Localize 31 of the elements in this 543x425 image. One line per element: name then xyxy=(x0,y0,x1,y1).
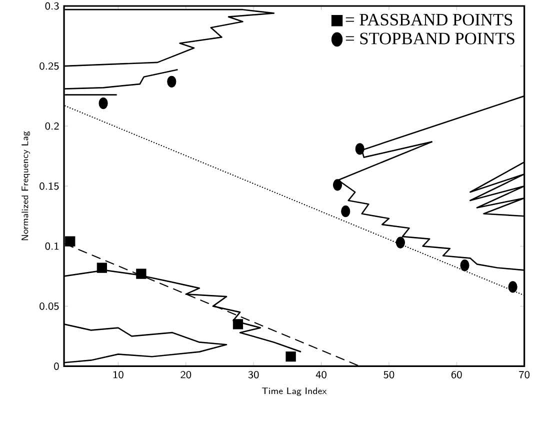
y-tick-label: 0.2 xyxy=(45,122,59,130)
point xyxy=(286,352,296,362)
y-tick-label: 0.3 xyxy=(45,2,59,10)
point xyxy=(396,236,405,248)
point xyxy=(341,206,350,218)
y-axis-title: Normalized Frequency Lag xyxy=(22,131,30,240)
point xyxy=(136,268,146,279)
x-axis-title: Time Lag Index xyxy=(262,388,327,396)
x-tick-label: 30 xyxy=(248,370,259,378)
point xyxy=(65,236,76,246)
point xyxy=(167,76,176,88)
x-tick-label: 20 xyxy=(180,370,192,378)
point xyxy=(98,97,108,110)
y-tick-label: 0.1 xyxy=(45,242,59,250)
y-tick-label: 0.25 xyxy=(40,62,59,70)
x-tick-label: 60 xyxy=(451,370,462,378)
point xyxy=(460,260,470,272)
point xyxy=(332,179,342,191)
x-tick-label: 50 xyxy=(384,370,394,378)
legend-label: = PASSBAND POINTS xyxy=(346,14,512,26)
x-tick-label: 70 xyxy=(519,370,530,378)
y-tick-label: 0 xyxy=(54,362,59,370)
point xyxy=(355,143,364,155)
point xyxy=(508,281,518,293)
x-tick-label: 40 xyxy=(316,370,326,378)
x-tick-label: 10 xyxy=(114,370,124,378)
y-tick-label: 0.15 xyxy=(40,182,59,190)
point xyxy=(232,319,244,330)
legend-label: = STOPBAND POINTS xyxy=(346,32,514,44)
y-tick-label: 0.05 xyxy=(40,302,59,310)
point xyxy=(96,262,108,273)
